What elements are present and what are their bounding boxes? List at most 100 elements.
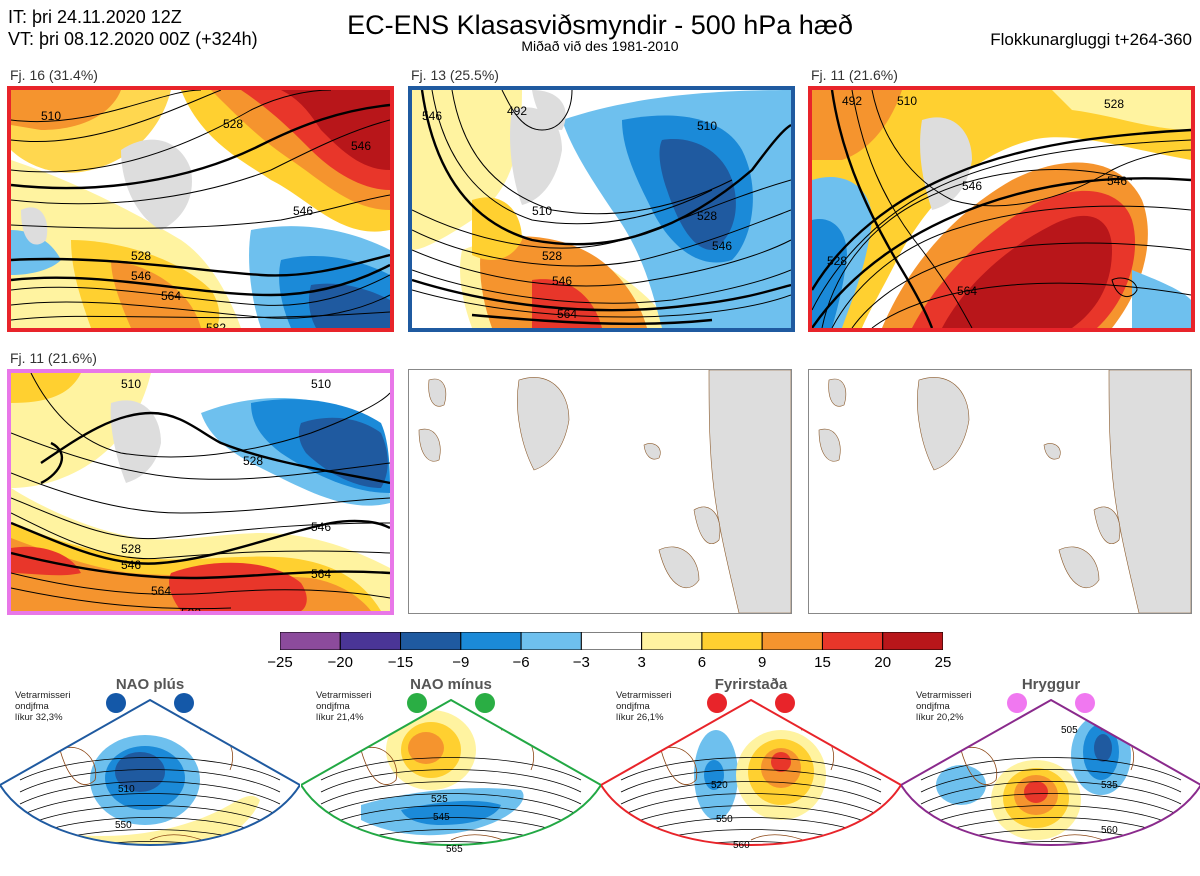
contour-label: 546 [552,274,572,288]
panel-label-2: Fj. 13 (25.5%) [411,67,499,83]
contour-label: 546 [311,520,331,534]
colorbar-swatch [701,631,763,651]
contour-label: 528 [1104,97,1124,111]
contour-label: 528 [131,249,151,263]
colorbar-tick-label: 9 [758,654,767,671]
valid-time: VT: þri 08.12.2020 00Z (+324h) [8,29,258,49]
regime-contour-label: 535 [1101,780,1118,791]
colorbar-swatch [339,631,402,651]
cluster-map-3: 492 510 528 528 546 546 564 [808,86,1195,332]
regime-info-line: ondjfma [15,701,49,712]
regime-info-line: ondjfma [616,701,650,712]
regime-info: Vetrarmisseri ondjfma líkur 21,4% [316,690,371,723]
contour-label: 510 [897,94,917,108]
colorbar-tick-label: 3 [637,654,646,671]
regime-contour-label: 505 [1061,725,1078,736]
colorbar-tick-label: −6 [512,654,530,671]
contour-label: 546 [422,109,442,123]
colorbar-tick-label: −3 [572,654,590,671]
contour-label: 528 [223,117,243,131]
colorbar-swatch [520,631,582,651]
regime-info-line: líkur 20,2% [916,712,964,723]
colorbar-tick-label: −9 [452,654,470,671]
regime-title: Hryggur [1021,676,1081,693]
regime-marker-dot [775,693,795,713]
regime-title: NAO mínus [410,676,492,693]
contour-label: 546 [962,179,982,193]
regime-contour-label: 560 [733,840,750,851]
colorbar-tick-label: −25 [267,654,293,671]
regime-map-3: 520 550 560 [599,690,903,871]
panel-label-3: Fj. 11 (21.6%) [811,67,898,83]
regime-marker-dot [174,693,194,713]
contour-label: 510 [41,109,61,123]
panel-label-1: Fj. 16 (31.4%) [10,67,98,83]
regime-info: Vetrarmisseri ondjfma líkur 20,2% [916,690,971,723]
contour-label: 564 [151,584,171,598]
colorbar [279,631,944,651]
regime-info: Vetrarmisseri ondjfma líkur 26,1% [616,690,671,723]
contour-label: 528 [243,454,263,468]
regime-marker-dot [475,693,495,713]
contour-label: 510 [311,377,331,391]
regime-contour-label: 520 [711,780,728,791]
colorbar-swatch [279,631,341,651]
contour-label: 582 [206,321,226,328]
regime-info-line: Vetrarmisseri [316,690,372,701]
regime-contour-label: 550 [115,820,132,831]
regime-title: Fyrirstaða [714,676,788,693]
classification-window: Flokkunargluggi t+264-360 [990,30,1192,49]
contour-label: 546 [293,204,313,218]
page-title: EC-ENS Klasasviðsmyndir - 500 hPa hæð [347,10,853,40]
regime-marker-dot [707,693,727,713]
regime-contour-label: 560 [1101,825,1118,836]
regime-info: Vetrarmisseri ondjfma líkur 32,3% [15,690,70,723]
contour-label: 546 [1107,174,1127,188]
initial-time: IT: þri 24.11.2020 12Z [8,7,182,27]
regime-contour-label: 510 [118,784,135,795]
regime-info-line: Vetrarmisseri [15,690,71,701]
regime-contour-label: 525 [431,794,448,805]
colorbar-swatches [279,631,944,651]
contour-label: 564 [311,567,331,581]
regime-info-line: líkur 32,3% [15,712,63,723]
regime-map-4: 505 535 560 [899,690,1200,871]
contour-label: 510 [121,377,141,391]
contour-label: 528 [827,254,847,268]
contour-label: 528 [121,542,141,556]
contour-label: 546 [712,239,732,253]
colorbar-tick-label: 20 [874,654,892,671]
colorbar-swatch [400,631,462,651]
regime-info-line: Vetrarmisseri [916,690,972,701]
contour-label: 564 [161,289,181,303]
colorbar-swatch [882,631,944,651]
page-subtitle: Miðað við des 1981-2010 [521,38,679,54]
regime-marker-dot [407,693,427,713]
colorbar-tick-label: −15 [387,654,414,671]
contour-label: 546 [351,139,371,153]
regime-marker-dot [1075,693,1095,713]
contour-label: 564 [957,284,977,298]
regime-marker-dot [106,693,126,713]
cluster-map-4: 510 510 528 546 528 546 564 564 582 [7,369,394,615]
regime-info-line: Vetrarmisseri [616,690,672,701]
regime-info-line: ondjfma [316,701,350,712]
contour-label: 510 [532,204,552,218]
empty-map-6 [808,369,1192,614]
regime-map-2: 525 545 565 [299,690,603,871]
contour-label: 492 [507,104,527,118]
colorbar-swatch [641,631,703,651]
contour-label: 510 [697,119,717,133]
colorbar-tick-label: −20 [327,654,353,671]
cluster-map-2: 546 492 510 510 528 528 546 546 564 [408,86,795,332]
regime-info-line: líkur 21,4% [316,712,364,723]
regime-contour-label: 565 [446,844,463,855]
empty-map-5 [408,369,792,614]
contour-label: 546 [131,269,151,283]
header-info: IT: þri 24.11.2020 12Z VT: þri 08.12.202… [8,6,258,50]
colorbar-tick-label: 15 [814,654,831,671]
regime-contour-label: 545 [433,812,450,823]
contour-label: 528 [697,209,717,223]
contour-label: 582 [181,606,201,611]
cluster-map-1: 510 528 546 546 528 546 564 582 [7,86,394,332]
